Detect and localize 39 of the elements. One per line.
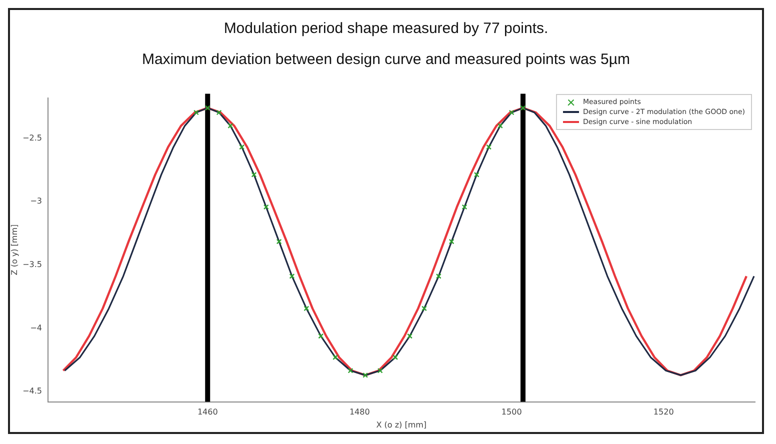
point xyxy=(239,144,245,150)
point xyxy=(486,144,492,150)
x-axis-title: X (o z) [mm] xyxy=(376,420,427,430)
point xyxy=(304,306,310,312)
point xyxy=(362,372,368,378)
point xyxy=(474,172,480,178)
point xyxy=(348,368,354,374)
point xyxy=(407,333,412,339)
y-tick-label: −3 xyxy=(30,196,42,206)
point xyxy=(497,123,503,129)
x-tick-label: 1480 xyxy=(349,408,370,417)
point xyxy=(263,204,269,210)
point xyxy=(228,123,234,129)
point xyxy=(448,238,454,244)
x-tick-label: 1520 xyxy=(653,408,674,417)
point xyxy=(462,204,468,210)
y-axis-title: Z (o y) [mm] xyxy=(10,224,19,276)
point xyxy=(436,273,442,279)
point xyxy=(332,354,338,360)
point xyxy=(508,110,514,116)
y-tick-label: −4.5 xyxy=(22,386,42,396)
chart-title: Modulation period shape measured by 77 points. xyxy=(222,20,550,37)
point xyxy=(520,105,526,111)
point xyxy=(318,333,324,339)
x-tick-label: 1460 xyxy=(197,408,218,417)
point xyxy=(251,172,257,178)
x-tick-label: 1500 xyxy=(501,408,522,417)
point xyxy=(194,110,199,116)
point xyxy=(276,238,282,244)
point xyxy=(216,110,222,116)
point xyxy=(289,273,295,279)
y-tick-label: −3.5 xyxy=(22,260,42,270)
y-tick-label: −2.5 xyxy=(22,133,42,142)
point xyxy=(421,306,427,312)
y-tick-label: −4 xyxy=(30,323,42,332)
chart-subtitle: Maximum deviation between design curve and measured points was 5µm xyxy=(140,51,632,68)
point xyxy=(377,368,383,374)
point xyxy=(204,105,210,111)
point xyxy=(392,354,398,360)
